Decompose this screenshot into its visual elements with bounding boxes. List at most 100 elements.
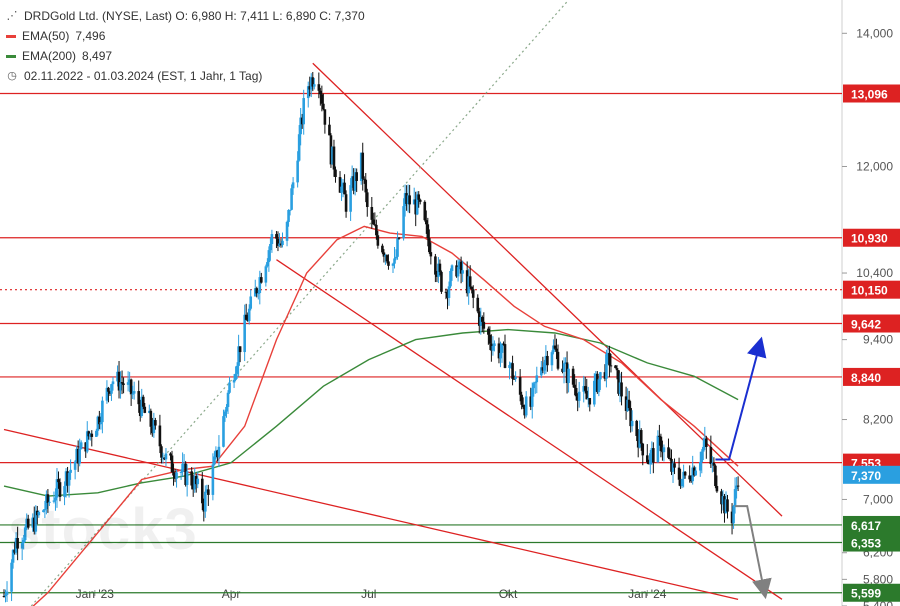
candle-body — [88, 433, 92, 437]
price-level-label: 8,840 — [851, 371, 881, 385]
candle-body — [605, 354, 608, 379]
candle-body — [365, 192, 369, 208]
candle-body — [11, 549, 15, 563]
candle-body — [726, 499, 729, 512]
candle-body — [514, 377, 517, 379]
candle-body — [423, 201, 427, 221]
price-level-label: 13,096 — [851, 87, 888, 101]
candle-body — [87, 431, 91, 437]
candle-body — [414, 199, 418, 215]
candle-body — [266, 262, 269, 267]
candle-body — [583, 386, 587, 391]
candle-body — [234, 373, 237, 380]
candle-body — [258, 277, 262, 294]
candle-body — [194, 476, 198, 485]
candle-body — [509, 363, 513, 366]
price-level-tag — [843, 515, 900, 534]
candle-body — [332, 146, 336, 170]
candle-body — [116, 371, 119, 382]
candle-body — [73, 461, 77, 470]
candle-body — [37, 511, 41, 516]
candle-body — [42, 510, 45, 512]
candle-body — [256, 293, 260, 295]
candle-body — [296, 160, 299, 183]
candle-body — [701, 446, 705, 452]
candle-body — [246, 319, 249, 322]
candle-body — [300, 117, 304, 125]
dotted-line-icon[interactable]: ⋰ — [6, 10, 18, 22]
candle-body — [359, 152, 363, 181]
price-level-label: 5,599 — [851, 587, 881, 601]
candle-body — [55, 479, 59, 498]
candle-body — [84, 442, 88, 452]
candle-body — [173, 475, 177, 479]
candle-body — [76, 448, 80, 464]
candle-body — [647, 462, 651, 465]
candle-body — [470, 286, 474, 290]
candle-body — [479, 317, 483, 326]
candle-body — [705, 438, 708, 447]
candle-body — [45, 494, 48, 510]
candle-body — [249, 296, 253, 309]
candle-body — [636, 436, 640, 448]
candle-body — [391, 263, 395, 266]
candle-body — [692, 467, 696, 476]
candle-body — [488, 334, 492, 344]
candle-body — [576, 396, 579, 401]
candle-body — [211, 464, 215, 495]
y-tick-label: 14,000 — [856, 26, 893, 40]
candle-body — [661, 451, 664, 453]
candle-body — [291, 182, 295, 189]
price-level-tag — [843, 533, 900, 552]
candle-body — [269, 243, 272, 251]
candle-body — [574, 387, 578, 397]
y-tick-label: 5,400 — [863, 599, 893, 606]
candle-body — [331, 146, 334, 165]
candle-body — [667, 447, 670, 458]
candle-body — [588, 398, 592, 405]
candle-body — [405, 193, 408, 204]
candle-body — [255, 288, 259, 294]
candle-body — [23, 527, 27, 540]
candle-body — [52, 500, 56, 502]
candle-body — [736, 485, 740, 487]
candle-body — [412, 199, 416, 205]
trend-line — [276, 259, 783, 600]
candle-body — [650, 448, 654, 454]
candle-body — [424, 220, 428, 225]
price-level-label: 6,617 — [851, 519, 881, 533]
y-tick-label: 5,800 — [863, 572, 893, 586]
candle-body — [237, 346, 240, 366]
candle-body — [308, 86, 312, 90]
candle-body — [532, 383, 536, 389]
price-level-tag — [843, 84, 900, 103]
candle-body — [426, 224, 430, 239]
candle-body — [200, 478, 204, 504]
candle-body — [343, 182, 346, 195]
candle-body — [370, 207, 374, 220]
price-level-tag — [843, 367, 900, 386]
candle-body — [468, 276, 472, 287]
candle-body — [384, 255, 387, 257]
clock-icon[interactable]: ◷ — [7, 70, 17, 82]
candle-body — [645, 455, 649, 463]
candle-body — [732, 506, 735, 524]
last-price-label: 7,370 — [851, 469, 881, 483]
candle-body — [582, 386, 586, 392]
candle-body — [552, 345, 555, 353]
candle-body — [169, 453, 172, 456]
candle-body — [394, 256, 398, 259]
candle-body — [340, 186, 343, 193]
candle-body — [193, 476, 197, 490]
candle-body — [461, 270, 464, 274]
candle-body — [712, 462, 716, 466]
candle-body — [244, 314, 248, 320]
candle-body — [406, 195, 410, 204]
candle-body — [673, 463, 676, 468]
candle-body — [235, 365, 239, 374]
candle-body — [662, 447, 666, 453]
candle-body — [490, 343, 493, 351]
candle-body — [334, 169, 337, 178]
candle-body — [238, 346, 242, 353]
candle-body — [408, 195, 411, 205]
